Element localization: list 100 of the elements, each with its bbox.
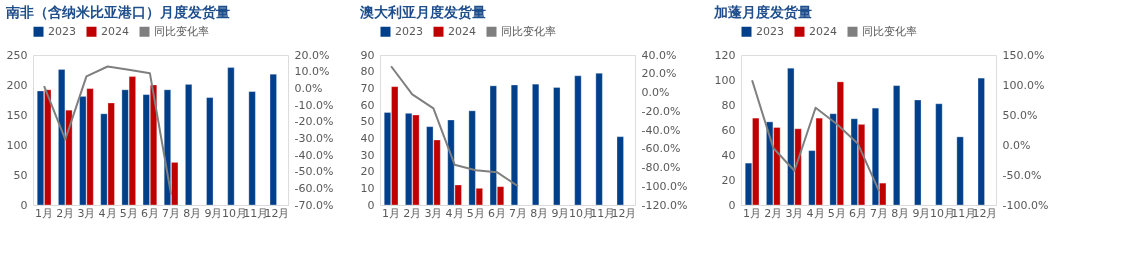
y-tick-label: 70 bbox=[360, 81, 375, 95]
y-tick-label: 0 bbox=[367, 198, 375, 212]
y-tick-label: 80 bbox=[360, 65, 375, 79]
x-tick-label: 7月 bbox=[870, 206, 889, 220]
y2-tick-label: -30.0% bbox=[294, 131, 334, 145]
x-tick-label: 1月 bbox=[35, 206, 54, 220]
line-series bbox=[751, 79, 881, 193]
x-tick-label: 5月 bbox=[827, 206, 846, 220]
line-series bbox=[390, 65, 520, 188]
y2-tick-label: -120.0% bbox=[641, 198, 688, 212]
y-tick-label: 90 bbox=[360, 48, 375, 62]
x-tick-label: 3月 bbox=[424, 206, 443, 220]
legend-label: 2024 bbox=[101, 24, 129, 38]
x-tick-label: 2月 bbox=[56, 206, 75, 220]
bar bbox=[206, 97, 214, 206]
y2-tick-label: 0.0% bbox=[1002, 138, 1031, 152]
y2-tick-label: -20.0% bbox=[641, 104, 681, 118]
legend-label: 2023 bbox=[48, 24, 76, 38]
y2-tick-label: -80.0% bbox=[641, 161, 681, 174]
y2-tick-label: -20.0% bbox=[294, 115, 334, 129]
y2-tick-label: 20.0% bbox=[294, 48, 330, 62]
x-tick-label: 4月 bbox=[445, 206, 464, 220]
bar bbox=[893, 85, 901, 206]
y-tick-label: 150 bbox=[6, 108, 28, 122]
x-tick-label: 3月 bbox=[77, 206, 96, 220]
chart-title: 南非（含纳米比亚港口）月度发货量 bbox=[5, 4, 230, 20]
y2-tick-label: 20.0% bbox=[641, 67, 677, 81]
y2-tick-label: -40.0% bbox=[641, 123, 681, 137]
y2-tick-label: -60.0% bbox=[294, 181, 334, 195]
y2-tick-label: -100.0% bbox=[641, 179, 688, 193]
x-tick-label: 8月 bbox=[183, 206, 202, 220]
x-tick-label: 5月 bbox=[466, 206, 485, 220]
y2-tick-label: 100.0% bbox=[1002, 78, 1045, 92]
x-tick-label: 7月 bbox=[162, 206, 181, 220]
y-tick-label: 60 bbox=[360, 98, 375, 112]
x-tick-label: 8月 bbox=[530, 206, 549, 220]
x-tick-label: 1月 bbox=[743, 206, 762, 220]
x-tick-label: 9月 bbox=[551, 206, 570, 220]
x-tick-label: 2月 bbox=[764, 206, 783, 220]
y-tick-label: 120 bbox=[714, 48, 736, 62]
x-tick-label: 5月 bbox=[119, 206, 138, 220]
y2-tick-label: 150.0% bbox=[1002, 48, 1045, 62]
legend-label: 2024 bbox=[809, 24, 837, 38]
y2-tick-label: -60.0% bbox=[641, 142, 681, 156]
bar bbox=[914, 99, 922, 206]
y-tick-label: 20 bbox=[360, 165, 375, 179]
x-tick-label: 7月 bbox=[509, 206, 528, 220]
bar bbox=[977, 77, 985, 206]
legend-label: 2023 bbox=[395, 24, 423, 38]
y-tick-label: 50 bbox=[13, 168, 28, 182]
x-tick-label: 2月 bbox=[403, 206, 422, 220]
bar bbox=[532, 83, 540, 206]
y2-tick-label: -50.0% bbox=[294, 165, 334, 179]
y-tick-label: 40 bbox=[360, 131, 375, 145]
bar bbox=[616, 136, 624, 206]
bar bbox=[185, 84, 193, 206]
chart-title: 澳大利亚月度发货量 bbox=[359, 4, 486, 20]
bar bbox=[956, 136, 964, 206]
x-tick-label: 3月 bbox=[785, 206, 804, 220]
bar bbox=[935, 103, 943, 206]
y-tick-label: 0 bbox=[728, 198, 736, 212]
y-tick-label: 100 bbox=[714, 73, 736, 87]
y-tick-label: 50 bbox=[360, 115, 375, 129]
y2-tick-label: -40.0% bbox=[294, 148, 334, 162]
x-tick-label: 6月 bbox=[848, 206, 867, 220]
x-tick-label: 12月 bbox=[972, 206, 998, 220]
x-tick-label: 9月 bbox=[912, 206, 931, 220]
x-tick-label: 9月 bbox=[204, 206, 223, 220]
x-tick-label: 6月 bbox=[487, 206, 506, 220]
y2-tick-label: -70.0% bbox=[294, 198, 334, 212]
line-series bbox=[43, 65, 173, 196]
y-tick-label: 40 bbox=[721, 148, 736, 162]
y2-tick-label: 10.0% bbox=[294, 65, 330, 79]
y-tick-label: 10 bbox=[360, 181, 375, 195]
x-tick-label: 6月 bbox=[140, 206, 159, 220]
bar bbox=[248, 91, 256, 206]
legend-label: 同比变化率 bbox=[154, 24, 209, 38]
bar bbox=[574, 75, 582, 206]
x-tick-label: 1月 bbox=[382, 206, 401, 220]
y2-tick-label: -10.0% bbox=[294, 98, 334, 112]
x-tick-label: 4月 bbox=[806, 206, 825, 220]
y2-tick-label: 50.0% bbox=[1002, 108, 1038, 122]
bar bbox=[595, 73, 603, 206]
legend-label: 2024 bbox=[448, 24, 476, 38]
y-tick-label: 20 bbox=[721, 173, 736, 187]
y-tick-label: 80 bbox=[721, 98, 736, 112]
y-tick-label: 100 bbox=[6, 138, 28, 152]
x-tick-label: 8月 bbox=[891, 206, 910, 220]
legend-label: 2023 bbox=[756, 24, 784, 38]
legend-label: 同比变化率 bbox=[501, 24, 556, 38]
y2-tick-label: -50.0% bbox=[1002, 168, 1042, 182]
bar bbox=[510, 84, 518, 206]
bar bbox=[269, 73, 277, 206]
x-tick-label: 12月 bbox=[611, 206, 637, 220]
bar bbox=[227, 67, 235, 206]
y2-tick-label: 0.0% bbox=[294, 81, 323, 95]
y-tick-label: 30 bbox=[360, 148, 375, 162]
y2-tick-label: 40.0% bbox=[641, 48, 677, 62]
legend-label: 同比变化率 bbox=[862, 24, 917, 38]
y-tick-label: 200 bbox=[6, 78, 28, 92]
